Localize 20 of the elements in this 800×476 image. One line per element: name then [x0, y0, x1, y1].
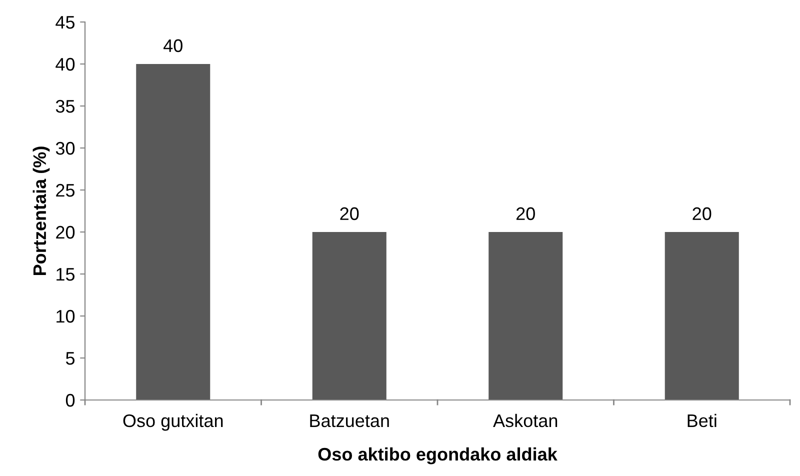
y-tick-label: 5	[66, 352, 75, 365]
y-tick-label: 0	[66, 394, 75, 407]
y-tick-label: 35	[56, 100, 75, 113]
x-tick-label: Askotan	[493, 414, 558, 428]
x-tick-label: Beti	[688, 414, 716, 428]
y-tick-label: 25	[56, 184, 75, 197]
data-label: 20	[340, 207, 359, 220]
y-tick-label: 20	[56, 226, 75, 239]
y-tick-label: 15	[56, 268, 75, 281]
y-tick-label: 45	[56, 16, 75, 29]
y-tick-label: 30	[56, 142, 75, 155]
data-label: 20	[692, 207, 712, 220]
y-tick-label: 40	[56, 58, 75, 71]
data-label: 20	[516, 207, 535, 220]
x-tick-label: Batzuetan	[310, 414, 389, 428]
x-tick-label: Oso gutxitan	[123, 414, 223, 431]
y-tick-label: 10	[56, 310, 75, 323]
x-axis-title: Oso aktibo egondako aldiak	[318, 447, 558, 464]
y-axis-title: Portzentaia (%)	[32, 146, 50, 275]
data-label: 40	[164, 39, 182, 52]
